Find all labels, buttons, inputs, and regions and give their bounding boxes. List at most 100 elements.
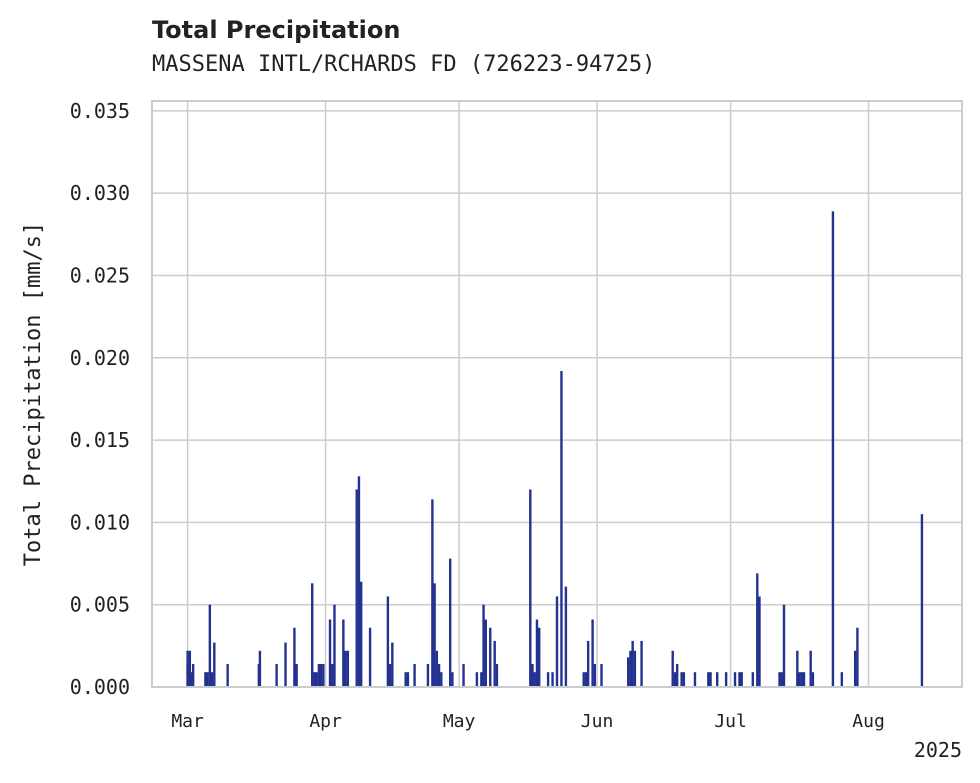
precipitation-bar <box>537 627 541 687</box>
precipitation-bar <box>462 663 465 687</box>
precipitation-bar <box>191 663 195 687</box>
precipitation-bar <box>709 672 712 687</box>
precipitation-bar <box>809 650 812 687</box>
precipitation-bar <box>386 596 390 687</box>
y-tick-label: 0.030 <box>70 181 130 205</box>
precipitation-bar <box>440 672 443 687</box>
precipitation-bar <box>627 657 630 687</box>
precipitation-bar <box>317 663 321 687</box>
x-axis-ticks: Mar Apr May Jun Jul Aug <box>171 711 884 732</box>
precipitation-bar <box>437 663 441 687</box>
precipitation-bar <box>740 672 743 687</box>
precipitation-bar <box>426 663 430 687</box>
x-tick-label: Jun <box>581 711 614 732</box>
precipitation-bar <box>388 663 392 687</box>
x-tick-label: Apr <box>309 711 342 732</box>
precipitation-bar <box>489 627 492 687</box>
precipitation-bar <box>355 489 358 687</box>
precipitation-bar <box>475 672 479 687</box>
y-tick-label: 0.035 <box>70 99 130 123</box>
precipitation-bar <box>315 672 318 687</box>
precipitation-bar <box>682 672 686 687</box>
precipitation-bar <box>633 650 637 687</box>
precipitation-bar <box>586 640 590 687</box>
precipitation-bar <box>344 650 347 687</box>
precipitation-bar <box>751 672 755 687</box>
precipitation-bar <box>716 672 719 687</box>
precipitation-bar <box>564 586 568 687</box>
precipitation-bar <box>546 672 550 687</box>
precipitation-bar <box>293 627 296 687</box>
precipitation-bar <box>451 672 454 687</box>
y-tick-label: 0.015 <box>70 428 130 452</box>
precipitation-bar <box>724 672 728 687</box>
precipitation-bar <box>531 663 534 687</box>
precipitation-bar <box>284 642 287 687</box>
precipitation-bar <box>802 672 806 687</box>
precipitation-bar <box>798 672 801 687</box>
precipitation-bar <box>640 640 643 687</box>
y-tick-label: 0.010 <box>70 510 130 534</box>
precipitation-bar <box>275 663 278 687</box>
precipitation-bar <box>357 476 361 687</box>
precipitation-bar <box>213 642 216 687</box>
precipitation-bar <box>188 650 192 687</box>
precipitation-bar <box>322 663 325 687</box>
precipitation-bar <box>671 650 674 687</box>
precipitation-bar <box>342 619 345 687</box>
y-tick-label: 0.000 <box>70 675 130 699</box>
precipitation-bar <box>738 672 741 687</box>
precipitation-bar <box>295 663 298 687</box>
precipitation-bar <box>346 650 350 687</box>
precipitation-bar <box>591 619 594 687</box>
precipitation-bar <box>431 499 434 687</box>
precipitation-bar <box>811 672 815 687</box>
precipitation-bar <box>328 619 332 687</box>
precipitation-bar <box>584 672 588 687</box>
precipitation-bar <box>831 211 835 688</box>
precipitation-bar <box>631 640 634 687</box>
x-tick-label: Jul <box>714 711 747 732</box>
precipitation-bar <box>206 672 209 687</box>
precipitation-bar <box>600 663 603 687</box>
precipitation-bar <box>210 672 214 687</box>
y-axis-ticks: 0.000 0.005 0.010 0.015 0.020 0.025 0.030 0.035 <box>70 99 130 699</box>
precipitation-bar <box>535 619 539 687</box>
precipitation-bar <box>707 672 710 687</box>
precipitation-bar <box>359 581 363 687</box>
precipitation-bar <box>404 672 407 687</box>
precipitation-bar <box>680 672 683 687</box>
y-tick-label: 0.020 <box>70 346 130 370</box>
x-tick-label: Aug <box>852 711 885 732</box>
precipitation-bar <box>560 370 563 687</box>
precipitation-bar <box>484 619 487 687</box>
y-axis-label: Total Precipitation [mm/s] <box>21 222 46 566</box>
precipitation-bar <box>448 558 452 687</box>
precipitation-bar <box>226 663 229 687</box>
precipitation-bar <box>413 663 416 687</box>
precipitation-bar <box>258 650 262 687</box>
precipitation-bar <box>435 650 439 687</box>
x-axis-year-label: 2025 <box>914 738 962 762</box>
precipitation-bar <box>406 672 410 687</box>
precipitation-bar <box>333 604 336 687</box>
precipitation-bar <box>593 663 597 687</box>
precipitation-bar <box>693 672 697 687</box>
precipitation-bar <box>782 604 786 687</box>
precipitation-bar <box>778 672 781 687</box>
grid-lines <box>152 101 962 688</box>
bars-group <box>186 211 924 688</box>
precipitation-bar <box>331 663 334 687</box>
precipitation-bar <box>204 672 207 687</box>
y-tick-label: 0.005 <box>70 593 130 617</box>
precipitation-bar <box>480 672 483 687</box>
plot-frame <box>151 100 963 688</box>
precipitation-bar <box>368 627 372 687</box>
precipitation-bar <box>551 672 554 687</box>
precipitation-bar <box>555 596 559 687</box>
x-tick-label: Mar <box>171 711 204 732</box>
precipitation-bar <box>675 663 679 687</box>
precipitation-bar <box>796 650 799 687</box>
precipitation-bar <box>495 663 499 687</box>
